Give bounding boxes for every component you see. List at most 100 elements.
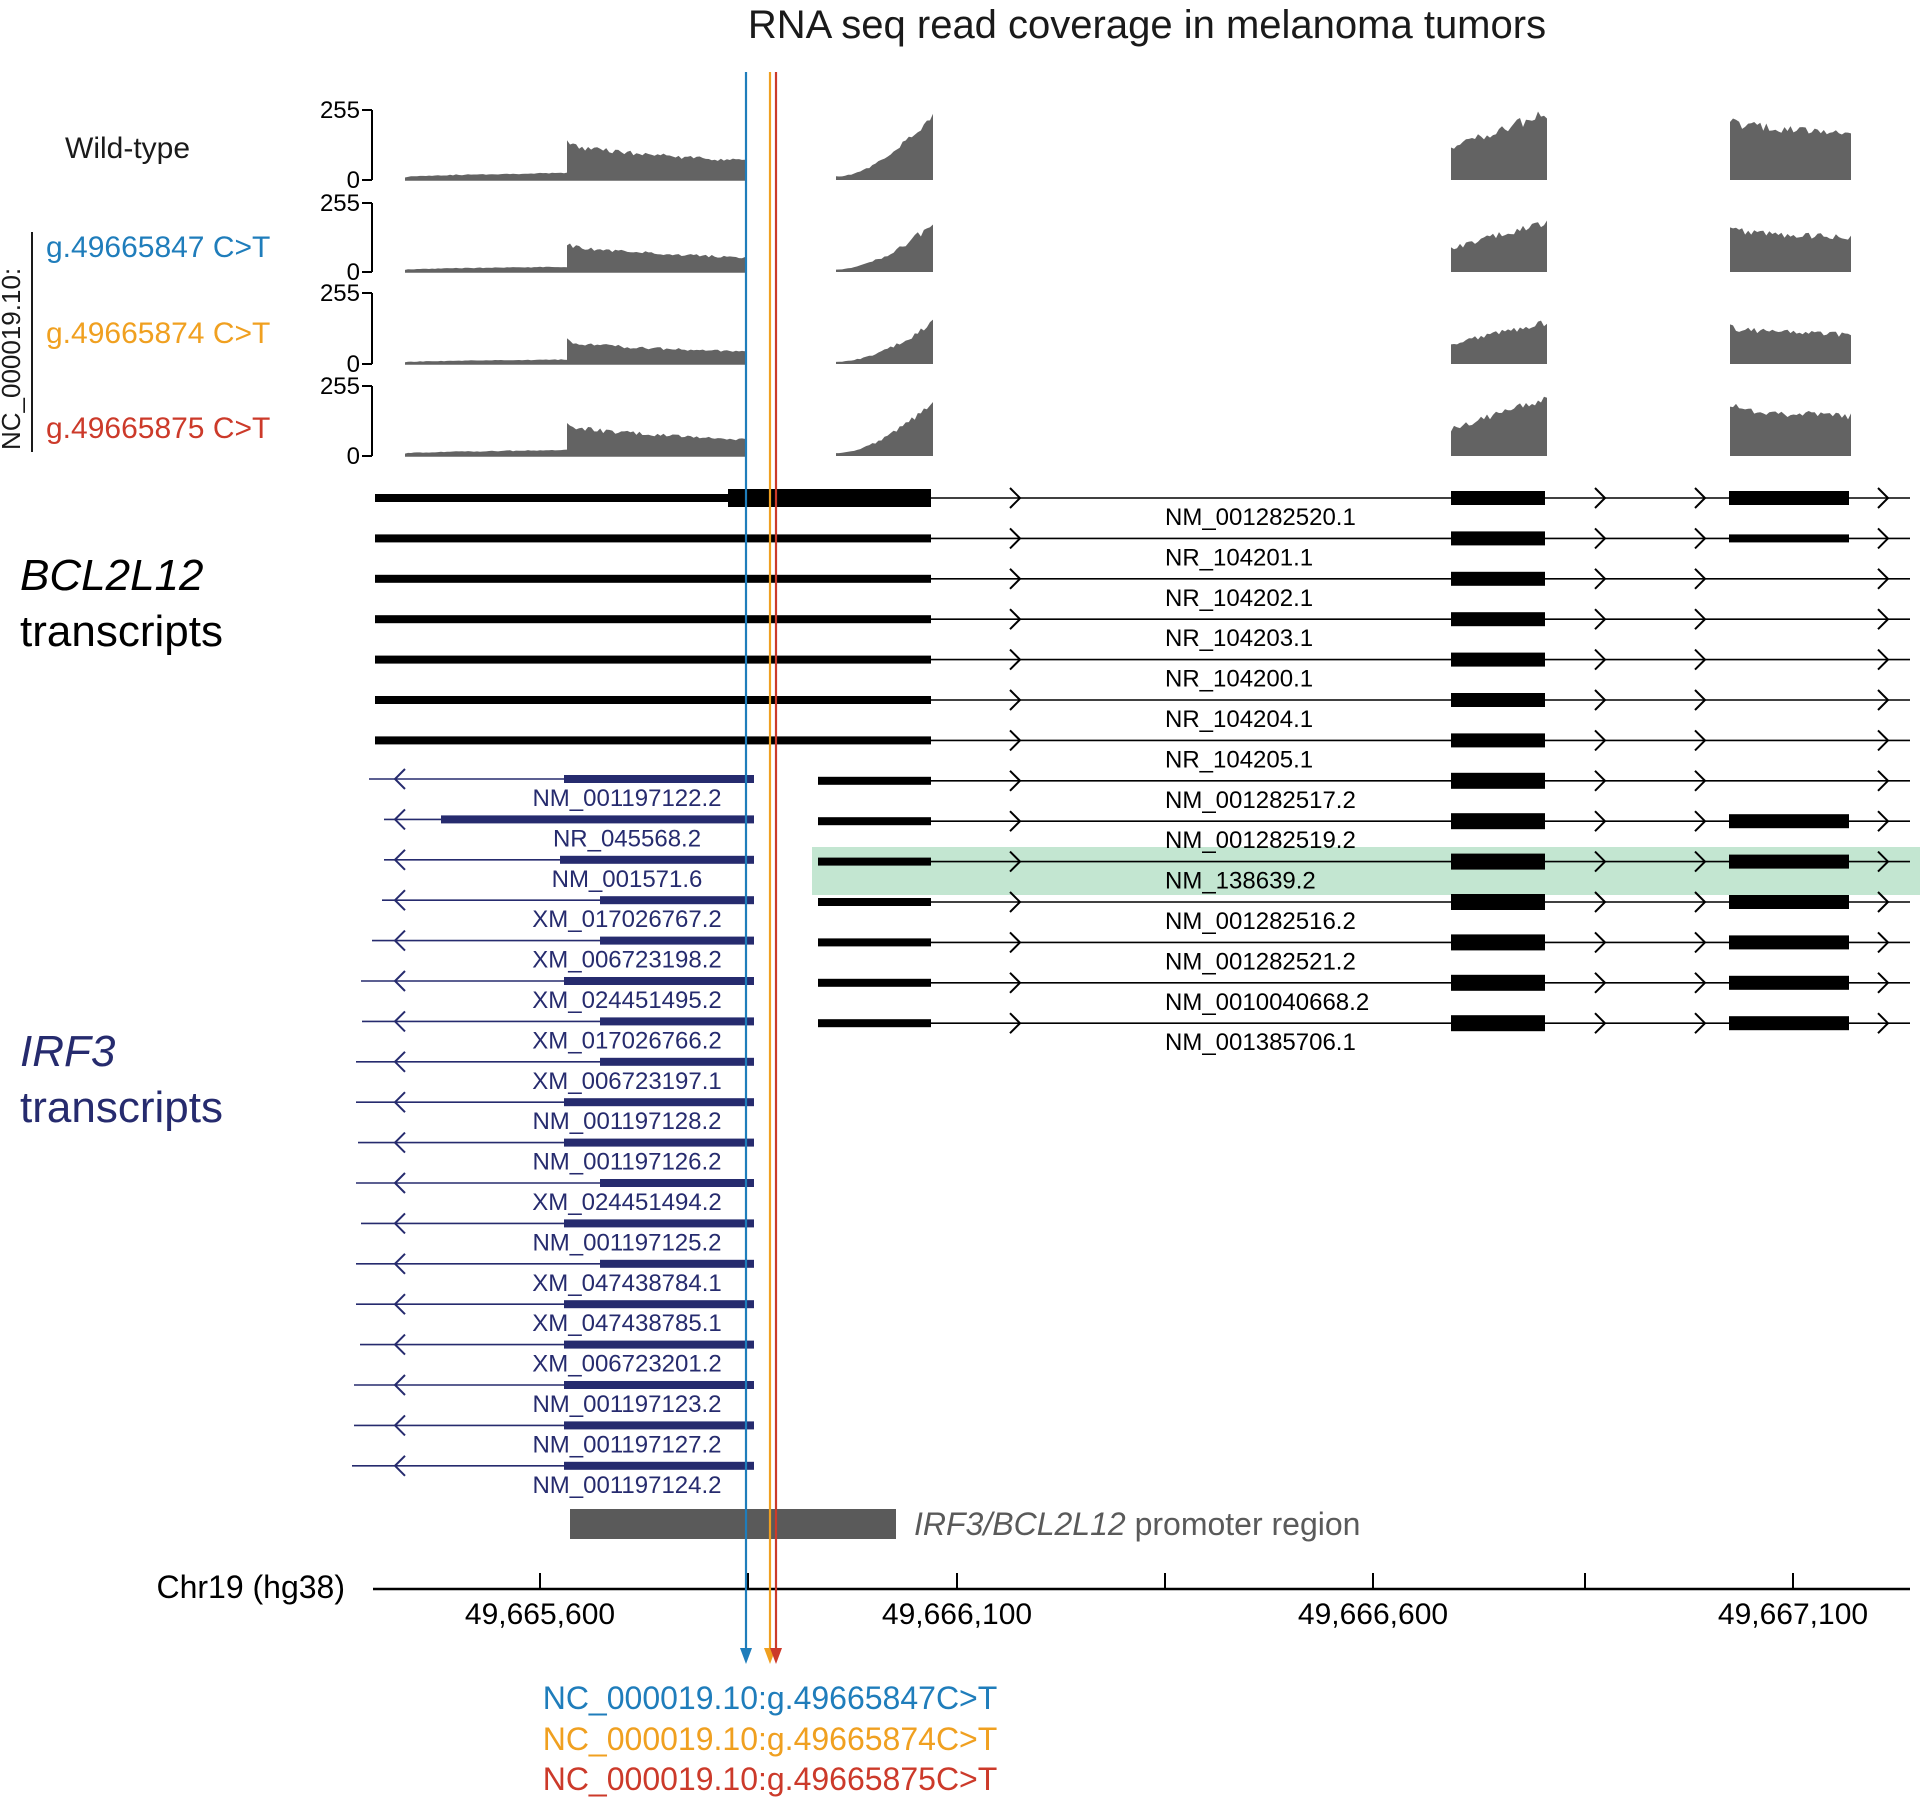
strand-arrow [1877, 608, 1890, 630]
bcl2l12-transcript: NR_104202.1 [375, 568, 1910, 612]
strand-arrow [1694, 487, 1707, 509]
exon [564, 1300, 754, 1309]
side-label: NC_000019.10: [0, 268, 26, 450]
coverage-max-label: 255 [320, 280, 360, 307]
irf3-transcript: XM_047438785.1 [356, 1293, 754, 1337]
strand-arrow [1594, 810, 1607, 832]
irf3-transcript: NM_001571.6 [384, 849, 754, 893]
coverage-max-label: 255 [320, 373, 360, 400]
strand-arrow [393, 889, 406, 911]
bcl2l12-transcript: NR_104205.1 [375, 729, 1910, 773]
strand-arrow [1594, 770, 1607, 792]
irf3-transcript-id: XM_047438784.1 [532, 1270, 722, 1297]
exon-1 [818, 817, 931, 826]
axis-tick-label: 49,666,600 [1298, 1598, 1448, 1631]
exon-3 [1451, 813, 1545, 830]
strand-arrow [1009, 568, 1022, 590]
bcl2l12-transcript: NR_104203.1 [375, 608, 1910, 652]
coverage-profile [567, 140, 745, 180]
variant-label-2: NC_000019.10:g.49665874C>T [543, 1721, 998, 1757]
strand-arrow [1594, 850, 1607, 873]
bcl2l12-transcripts: NM_001282520.1 NR_104201.1 NR_104202.1 NR_1… [375, 487, 1910, 1056]
bcl2l12-transcript: NR_104204.1 [375, 689, 1910, 733]
strand-arrow [1877, 527, 1890, 550]
strand-arrow [1877, 810, 1890, 832]
axis-label: Chr19 (hg38) [156, 1569, 345, 1605]
irf3-transcript: NM_001197125.2 [361, 1212, 754, 1256]
coverage-profile [836, 113, 933, 180]
exon [600, 1179, 754, 1187]
strand-arrow [1594, 972, 1607, 994]
strand-arrow [1694, 1012, 1707, 1034]
bcl2l12-transcript-id: NM_001282517.2 [1165, 787, 1356, 814]
variant-label-1: NC_000019.10:g.49665847C>T [543, 1680, 998, 1716]
strand-arrow [1009, 608, 1022, 630]
bcl2l12-transcript-id: NM_138639.2 [1165, 868, 1316, 895]
irf3-transcript: XM_047438784.1 [356, 1253, 754, 1297]
exon [564, 1219, 754, 1228]
exon [441, 815, 754, 824]
exon-4 [1729, 491, 1849, 505]
exon [564, 1381, 754, 1389]
exon-4 [1729, 895, 1849, 909]
bcl2l12-transcript: NM_001385706.1 [818, 1012, 1910, 1056]
strand-arrow [393, 1212, 406, 1235]
exon-4 [1729, 935, 1849, 950]
coverage-profile [1451, 396, 1547, 456]
coverage-profile [567, 243, 745, 272]
strand-arrow [1877, 568, 1890, 590]
exon [600, 1057, 754, 1066]
bcl2l12-transcript-id: NM_001282519.2 [1165, 827, 1356, 854]
strand-arrow [1877, 487, 1890, 509]
strand-arrow [393, 849, 406, 871]
strand-arrow [393, 970, 406, 992]
strand-arrow [1694, 689, 1707, 711]
exon-1 [818, 978, 931, 987]
irf3-gene-label: IRF3 [20, 1027, 116, 1076]
exon-3 [1451, 853, 1545, 870]
strand-arrow [1009, 689, 1022, 711]
strand-arrow [1594, 1012, 1607, 1034]
strand-arrow [1009, 810, 1022, 832]
exon-3 [1451, 934, 1545, 951]
coverage-max-label: 255 [320, 97, 360, 124]
coverage-track-label: g.49665847 C>T [46, 231, 270, 264]
irf3-transcript: NM_001197124.2 [352, 1455, 754, 1499]
variant-label-3: NC_000019.10:g.49665875C>T [543, 1761, 998, 1797]
strand-arrow [1694, 850, 1707, 873]
irf3-gene-name: IRF3 [20, 1027, 116, 1076]
irf3-transcript-id: NM_001197127.2 [532, 1431, 721, 1458]
highlight-band [812, 847, 1920, 895]
exon-3 [1451, 974, 1545, 991]
bcl2l12-transcript-id: NM_0010040668.2 [1165, 989, 1369, 1016]
exon [564, 1340, 754, 1349]
strand-arrow [393, 1455, 406, 1477]
strand-arrow [393, 1414, 406, 1437]
strand-arrow [393, 1253, 406, 1275]
coverage-min-label: 0 [347, 443, 360, 470]
coverage-min-label: 0 [347, 259, 360, 286]
exon-3 [1451, 693, 1545, 707]
promoter-label-italic: IRF3/BCL2L12 [914, 1506, 1126, 1542]
exon-3 [1451, 772, 1545, 789]
strand-arrow [393, 808, 406, 831]
irf3-transcript: XM_017026767.2 [382, 889, 754, 933]
strand-arrow [393, 1131, 406, 1154]
irf3-transcript: NM_001197127.2 [354, 1414, 754, 1458]
exon [564, 977, 754, 985]
exon-4 [1729, 534, 1849, 543]
coverage-profile [567, 338, 745, 364]
strand-arrow [1009, 487, 1022, 509]
exon [600, 936, 754, 945]
irf3-transcript-id: XM_017026766.2 [532, 1027, 722, 1054]
irf3-transcripts-label: transcripts [20, 1083, 223, 1132]
bcl2l12-transcript-id: NR_104200.1 [1165, 666, 1313, 693]
exon-4 [1729, 975, 1849, 990]
coverage-profile [836, 319, 933, 364]
strand-arrow [1594, 487, 1607, 509]
bcl2l12-transcript: NM_001282516.2 [818, 891, 1910, 935]
irf3-transcript: NM_001197126.2 [358, 1131, 754, 1176]
irf3-transcript-id: NM_001197123.2 [532, 1391, 721, 1418]
strand-arrow [1009, 891, 1022, 913]
